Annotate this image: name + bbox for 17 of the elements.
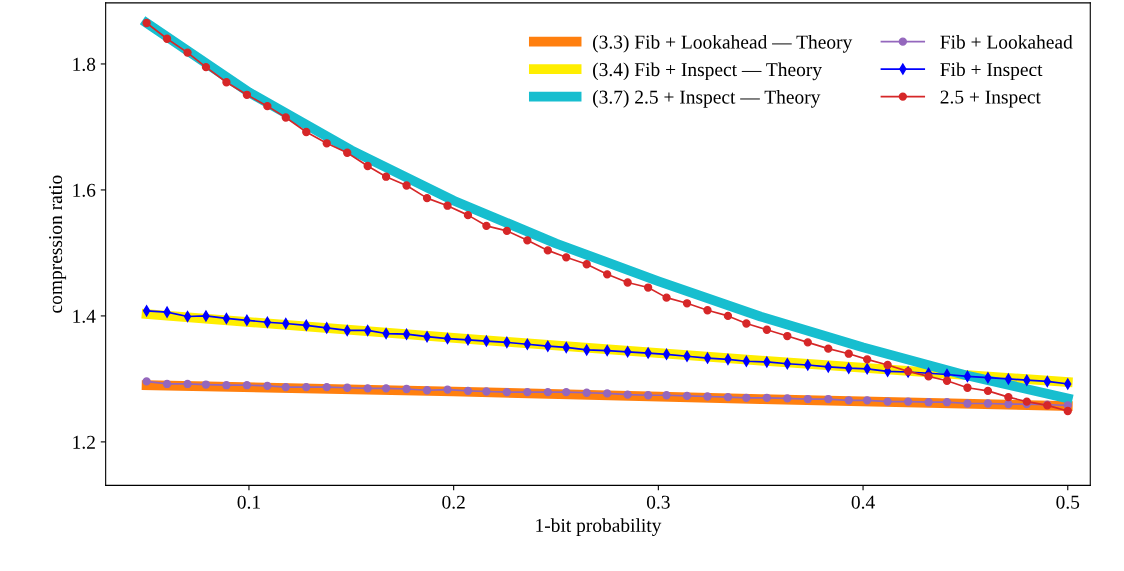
legend-label: 2.5 + Inspect: [940, 90, 1041, 108]
x-tick-label: 0.5: [1056, 495, 1080, 509]
legend-label: Fib + Inspect: [940, 62, 1043, 81]
y-tick-label: 1.8: [73, 57, 96, 71]
x-tick-label: 0.2: [442, 495, 465, 509]
x-tick-label: 0.3: [646, 495, 670, 509]
x-tick-label: 0.1: [237, 495, 260, 509]
y-tick-label: 1.2: [73, 435, 95, 449]
y-axis-title: compression ratio: [49, 175, 67, 313]
legend-label: (3.7) 2.5 + Inspect — Theory: [593, 90, 821, 108]
y-tick-label: 1.6: [73, 183, 96, 197]
x-tick-label: 0.4: [851, 495, 875, 509]
legend-label: (3.4) Fib + Inspect — Theory: [593, 62, 822, 81]
legend-label: (3.3) Fib + Lookahead — Theory: [593, 34, 853, 53]
y-tick-label: 1.4: [73, 309, 96, 323]
legend-label: Fib + Lookahead: [940, 34, 1073, 49]
x-axis-title: 1-bit probability: [536, 518, 662, 536]
